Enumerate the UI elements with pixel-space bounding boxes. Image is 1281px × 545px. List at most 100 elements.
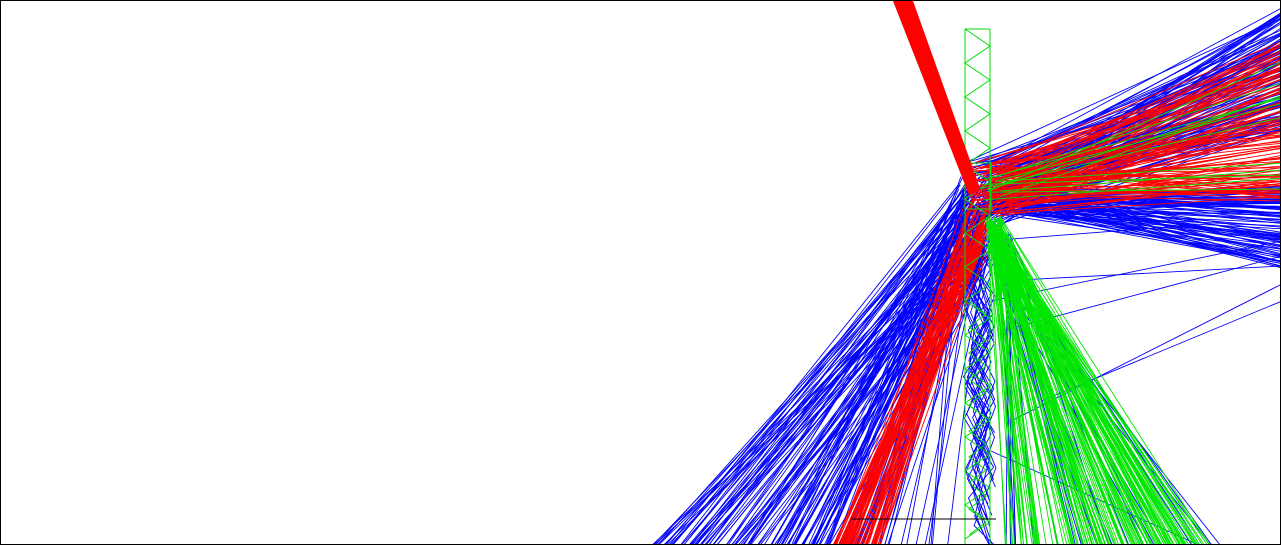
red-ray xyxy=(1010,190,1280,193)
red-ray xyxy=(877,197,974,544)
green-ray xyxy=(994,227,1047,544)
green-ray xyxy=(987,97,1280,191)
blue-ray xyxy=(963,256,997,544)
green-ray xyxy=(986,237,1084,544)
red-ray xyxy=(846,198,975,544)
green-ray xyxy=(992,236,1159,544)
green-ray xyxy=(989,228,1180,544)
blue-ray xyxy=(717,215,982,544)
green-ray xyxy=(993,222,1028,544)
blue-ray xyxy=(654,233,994,544)
blue-ray xyxy=(802,256,958,544)
green-ray xyxy=(992,227,1198,544)
blue-ray xyxy=(713,251,959,544)
red-ray xyxy=(966,73,1280,166)
red-ray xyxy=(1001,157,1280,191)
red-ray xyxy=(969,183,1280,217)
red-ray xyxy=(849,238,979,544)
incident-beam xyxy=(893,1,981,195)
green-ray xyxy=(1000,222,1175,544)
red-ray xyxy=(843,196,968,544)
blue-ray xyxy=(771,185,973,544)
red-ray xyxy=(990,110,1280,209)
green-ray xyxy=(989,233,1073,544)
green-ray xyxy=(997,232,1138,544)
red-ray-bundle xyxy=(833,41,1280,544)
green-ray xyxy=(983,177,1280,201)
red-ray xyxy=(999,72,1280,210)
element-sawtooth xyxy=(964,28,991,540)
blue-ray xyxy=(764,192,984,544)
red-ray xyxy=(1000,111,1280,192)
red-ray xyxy=(986,89,1280,206)
green-ray xyxy=(998,162,1280,182)
blue-ray xyxy=(666,185,972,544)
red-ray xyxy=(865,201,972,544)
red-ray xyxy=(968,143,1280,173)
blue-ray xyxy=(979,18,1280,176)
blue-ray xyxy=(1038,197,1280,224)
red-ray xyxy=(872,239,980,544)
blue-ray xyxy=(969,238,993,516)
blue-ray xyxy=(963,254,995,540)
blue-ray xyxy=(969,45,1280,165)
red-ray xyxy=(1005,68,1280,168)
optical-element-outline xyxy=(964,28,992,544)
red-ray xyxy=(983,79,1280,188)
red-ray xyxy=(851,219,981,544)
blue-ray xyxy=(664,203,969,544)
red-ray xyxy=(993,45,1280,174)
blue-ray xyxy=(780,189,958,544)
red-ray xyxy=(833,208,987,544)
red-ray xyxy=(843,238,974,544)
red-ray xyxy=(987,41,1280,166)
blue-ray xyxy=(1038,212,1280,264)
green-ray xyxy=(994,217,1200,544)
blue-ray xyxy=(1016,213,1280,250)
blue-ray xyxy=(672,187,971,544)
green-ray xyxy=(997,227,1161,544)
green-ray xyxy=(985,221,1165,544)
red-ray xyxy=(982,52,1280,177)
red-ray xyxy=(994,84,1280,195)
green-ray xyxy=(989,229,1141,544)
blue-ray xyxy=(1035,213,1280,237)
red-ray xyxy=(980,166,1280,183)
blue-ray xyxy=(1033,192,1280,233)
blue-ray xyxy=(1032,194,1280,262)
blue-ray xyxy=(726,188,974,544)
red-ray xyxy=(989,43,1280,194)
green-ray xyxy=(1000,169,1280,192)
blue-ray xyxy=(924,238,993,544)
blue-ray xyxy=(1033,199,1280,216)
green-ray xyxy=(987,216,1203,544)
green-ray xyxy=(990,230,1022,544)
green-ray xyxy=(1000,217,1210,544)
green-ray xyxy=(986,238,1033,544)
blue-ray xyxy=(988,8,1280,166)
blue-ray xyxy=(967,18,1280,163)
green-ray xyxy=(985,98,1280,180)
red-ray xyxy=(1001,175,1280,195)
blue-ray xyxy=(825,176,962,544)
green-ray xyxy=(997,227,1112,544)
red-ray xyxy=(989,136,1280,165)
red-ray xyxy=(983,141,1280,175)
blue-ray xyxy=(986,207,1280,264)
blue-ray xyxy=(680,184,961,544)
green-ray xyxy=(999,237,1116,544)
green-ray xyxy=(999,225,1083,544)
green-ray xyxy=(988,226,1093,544)
green-ray xyxy=(990,230,1106,544)
red-ray xyxy=(975,179,1280,204)
blue-ray xyxy=(691,187,970,544)
green-ray xyxy=(990,225,1037,544)
blue-ray xyxy=(1023,208,1280,262)
blue-ray xyxy=(1000,265,1280,282)
green-ray xyxy=(991,188,1280,193)
green-ray xyxy=(988,223,1106,544)
green-ray xyxy=(998,228,1039,544)
green-ray-bundle xyxy=(978,62,1280,544)
